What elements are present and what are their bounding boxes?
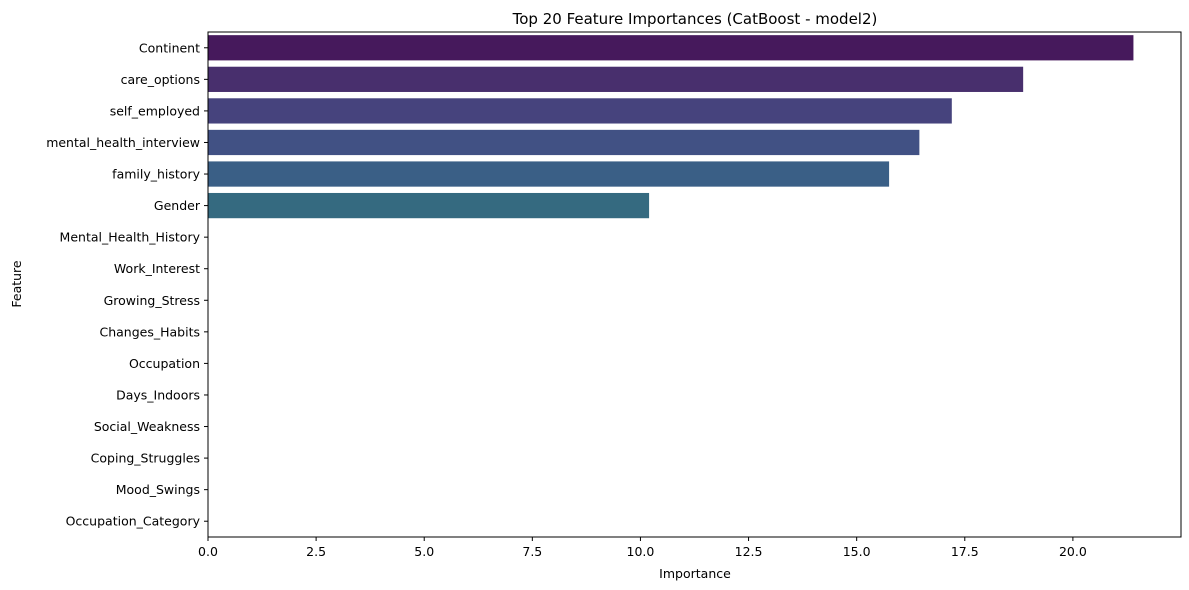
bar-family_history [208,161,890,187]
x-axis-label: Importance [659,566,731,581]
x-tick-label: 17.5 [951,544,979,559]
bar-Gender [208,192,650,219]
y-tick-label: Continent [139,40,200,55]
x-tick-label: 0.0 [198,544,218,559]
y-tick-label: Changes_Habits [99,324,200,339]
bars-group [208,35,1134,219]
y-tick-label: Coping_Struggles [91,451,200,466]
y-tick-label: Social_Weakness [94,419,200,434]
y-axis-label: Feature [9,260,24,308]
x-tick-label: 20.0 [1059,544,1087,559]
bar-care_options [208,66,1024,92]
x-tick-label: 12.5 [735,544,763,559]
y-tick-label: family_history [112,167,200,182]
bar-Continent [208,35,1134,61]
y-tick-label: Gender [154,198,201,213]
y-tick-label: mental_health_interview [46,135,200,150]
bar-mental_health_interview [208,129,920,156]
x-tick-label: 5.0 [414,544,434,559]
y-tick-label: Growing_Stress [104,293,200,308]
y-tick-label: care_options [121,72,200,87]
bar-self_employed [208,98,952,124]
y-tick-label: self_employed [110,103,200,118]
x-tick-label: 2.5 [306,544,326,559]
y-tick-label: Occupation_Category [66,514,201,529]
x-tick-label: 10.0 [627,544,655,559]
y-tick-label: Mood_Swings [116,482,200,497]
y-tick-label: Work_Interest [114,261,200,276]
x-tick-label: 7.5 [522,544,542,559]
chart-title: Top 20 Feature Importances (CatBoost - m… [512,10,878,28]
x-tick-label: 15.0 [843,544,871,559]
plot-frame [207,31,1182,538]
y-tick-label: Mental_Health_History [60,230,201,245]
y-tick-label: Days_Indoors [116,387,200,402]
y-axis-ticks: Continent care_options self_employedmental… [46,40,208,529]
y-tick-label: Occupation [129,356,200,371]
x-axis-ticks: 0.0 2.5 5.0 7.5 10.0 12.5 15.0 17.5 20.0 [198,537,1087,559]
